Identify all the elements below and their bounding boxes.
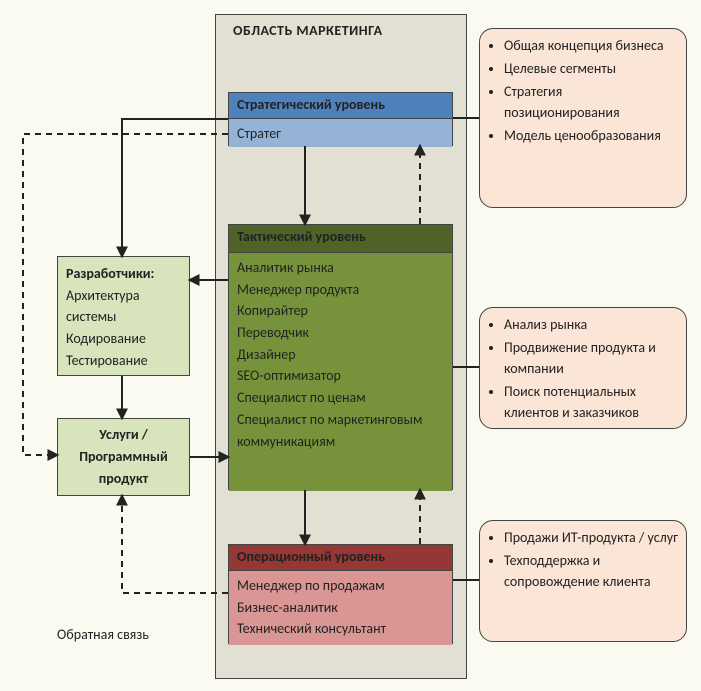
tactical-callout-item: Продвижение продукта и компании	[504, 337, 680, 379]
strategic-role: Стратег	[237, 123, 444, 145]
strategic-callout: Общая концепция бизнесаЦелевые сегментыС…	[479, 28, 687, 208]
tactical-role: Менеджер продукта	[237, 279, 444, 301]
strategic-callout-list: Общая концепция бизнесаЦелевые сегментыС…	[484, 35, 680, 146]
marketing-area-title: ОБЛАСТЬ МАРКЕТИНГА	[233, 22, 383, 39]
operational-callout: Продажи ИТ-продукта / услугТехподдержка …	[479, 520, 687, 642]
tactical-callout-item: Анализ рынка	[504, 314, 680, 335]
operational-role: Технический консультант	[237, 618, 444, 640]
strategic-callout-item: Модель ценообразования	[504, 125, 680, 146]
diagram-canvas: { "canvas": { "width": 701, "height": 69…	[0, 0, 701, 691]
operational-callout-item: Продажи ИТ-продукта / услуг	[504, 527, 680, 548]
tactical-role: Специалист по маркетинговым коммуникация…	[237, 409, 444, 452]
tactical-callout: Анализ рынкаПродвижение продукта и компа…	[479, 307, 687, 429]
product-box: Услуги / Программный продукт	[57, 418, 190, 496]
tactical-level-roles: Аналитик рынкаМенеджер продуктаКопирайте…	[229, 253, 452, 491]
developers-item: Тестирование	[66, 350, 181, 372]
developers-item: Архитектура системы	[66, 285, 181, 328]
strategic-callout-item: Общая концепция бизнеса	[504, 35, 680, 56]
tactical-role: Специалист по ценам	[237, 387, 444, 409]
tactical-role: Переводчик	[237, 322, 444, 344]
tactical-role: Копирайтер	[237, 300, 444, 322]
operational-level: Операционный уровень Менеджер по продажа…	[228, 544, 453, 644]
developers-item: Кодирование	[66, 328, 181, 350]
operational-role: Менеджер по продажам	[237, 575, 444, 597]
feedback-label: Обратная связь	[57, 626, 149, 643]
strategic-callout-item: Целевые сегменты	[504, 58, 680, 79]
strategic-level-title: Стратегический уровень	[229, 93, 452, 119]
operational-role: Бизнес-аналитик	[237, 597, 444, 619]
strategic-level: Стратегический уровень Стратег	[228, 92, 453, 146]
developers-title: Разработчики:	[66, 263, 181, 285]
tactical-level: Тактический уровень Аналитик рынкаМенедж…	[228, 224, 453, 490]
tactical-role: SEO-оптимизатор	[237, 365, 444, 387]
strategic-callout-item: Стратегия позиционирования	[504, 81, 680, 123]
operational-callout-item: Техподдержка и сопровождение клиента	[504, 550, 680, 592]
operational-callout-list: Продажи ИТ-продукта / услугТехподдержка …	[484, 527, 680, 592]
strategic-level-roles: Стратег	[229, 119, 452, 147]
product-title: Услуги / Программный продукт	[66, 424, 181, 489]
tactical-role: Аналитик рынка	[237, 257, 444, 279]
tactical-callout-item: Поиск потенциальных клиентов и заказчико…	[504, 381, 680, 423]
tactical-role: Дизайнер	[237, 344, 444, 366]
operational-level-roles: Менеджер по продажамБизнес-аналитикТехни…	[229, 571, 452, 645]
tactical-level-title: Тактический уровень	[229, 225, 452, 253]
operational-level-title: Операционный уровень	[229, 545, 452, 571]
developers-box: Разработчики:Архитектура системыКодирова…	[57, 256, 190, 376]
tactical-callout-list: Анализ рынкаПродвижение продукта и компа…	[484, 314, 680, 423]
